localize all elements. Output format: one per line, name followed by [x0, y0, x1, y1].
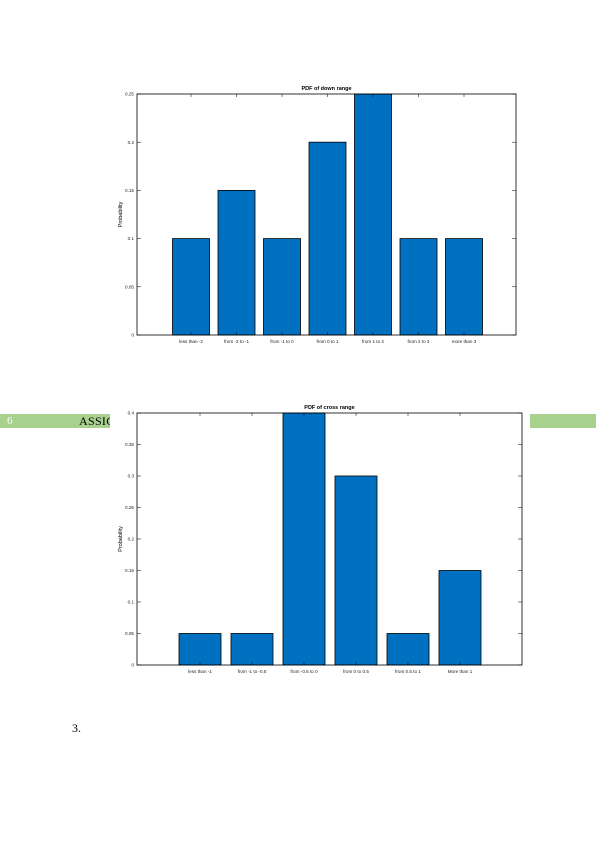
cross-range-y-tick-label: 0.2 [128, 537, 135, 542]
down-range-bar [445, 238, 483, 336]
down-range-bar [399, 238, 438, 336]
down-range-bar [308, 141, 347, 336]
cross-range-plot-frame [136, 412, 523, 666]
page-number: 6 [7, 415, 13, 427]
cross-range-y-tick-label: 0.05 [125, 631, 134, 636]
cross-range-chart: PDF of cross range Probability less than -… [110, 400, 530, 682]
cross-range-y-tick-label: 0.3 [128, 474, 135, 479]
cross-range-x-tick-label: More than 1 [448, 669, 473, 674]
cross-range-bar [334, 475, 378, 666]
down-range-chart-svg: PDF of down range Probability less than -2… [118, 86, 517, 344]
cross-range-y-tick-label: 0.15 [125, 568, 134, 573]
cross-range-x-tick-label: from -1 to -0.5 [238, 669, 267, 674]
down-range-x-tick-label: more than 3 [452, 339, 477, 344]
cross-range-x-tick-label: from 0.5 to 1 [395, 669, 421, 674]
cross-range-bar [230, 633, 274, 666]
down-range-y-tick-label: 0.05 [125, 284, 134, 289]
list-number: 3. [72, 721, 81, 735]
down-range-x-tick-label: from 0 to 1 [317, 339, 339, 344]
cross-range-bar [438, 570, 482, 666]
cross-range-x-tick-label: less than -1 [188, 669, 212, 674]
cross-range-x-tick-label: from -0.5 to 0 [290, 669, 318, 674]
cross-range-y-tick-label: 0 [131, 663, 134, 668]
down-range-x-tick-label: from -2 to -1 [224, 339, 249, 344]
down-range-y-tick-label: 0.2 [128, 140, 135, 145]
cross-range-bar [178, 633, 222, 666]
cross-range-x-tick-label: from 0 to 0.5 [343, 669, 369, 674]
down-range-chart: PDF of down range Probability less than -2… [110, 82, 530, 352]
down-range-chart-title: PDF of down range [301, 86, 351, 92]
cross-range-y-tick-label: 0.1 [128, 600, 135, 605]
down-range-bar [172, 238, 210, 336]
cross-range-bar [386, 633, 430, 666]
down-range-y-tick-label: 0.1 [128, 236, 135, 241]
down-range-y-axis-label: Probability [118, 201, 124, 227]
down-range-bar [354, 93, 392, 336]
down-range-x-tick-label: from -1 to 0 [270, 339, 294, 344]
cross-range-chart-svg: PDF of cross range Probability less than -… [118, 405, 523, 674]
down-range-x-tick-label: less than -2 [179, 339, 203, 344]
cross-range-y-tick-label: 0.4 [128, 411, 135, 416]
cross-range-y-tick-label: 0.35 [125, 442, 134, 447]
cross-range-y-axis-label: Probability [118, 526, 124, 552]
down-range-y-tick-label: 0 [131, 333, 134, 338]
down-range-bar [217, 190, 256, 336]
down-range-plot-frame [136, 93, 517, 336]
down-range-y-tick-label: 0.25 [125, 92, 134, 97]
cross-range-chart-title: PDF of cross range [304, 405, 354, 411]
cross-range-y-tick-label: 0.25 [125, 505, 134, 510]
down-range-x-tick-label: from 2 to 3 [408, 339, 430, 344]
down-range-x-tick-label: from 1 to 2 [362, 339, 384, 344]
down-range-y-tick-label: 0.15 [125, 188, 134, 193]
down-range-bar [263, 238, 301, 336]
cross-range-bar [282, 412, 326, 666]
